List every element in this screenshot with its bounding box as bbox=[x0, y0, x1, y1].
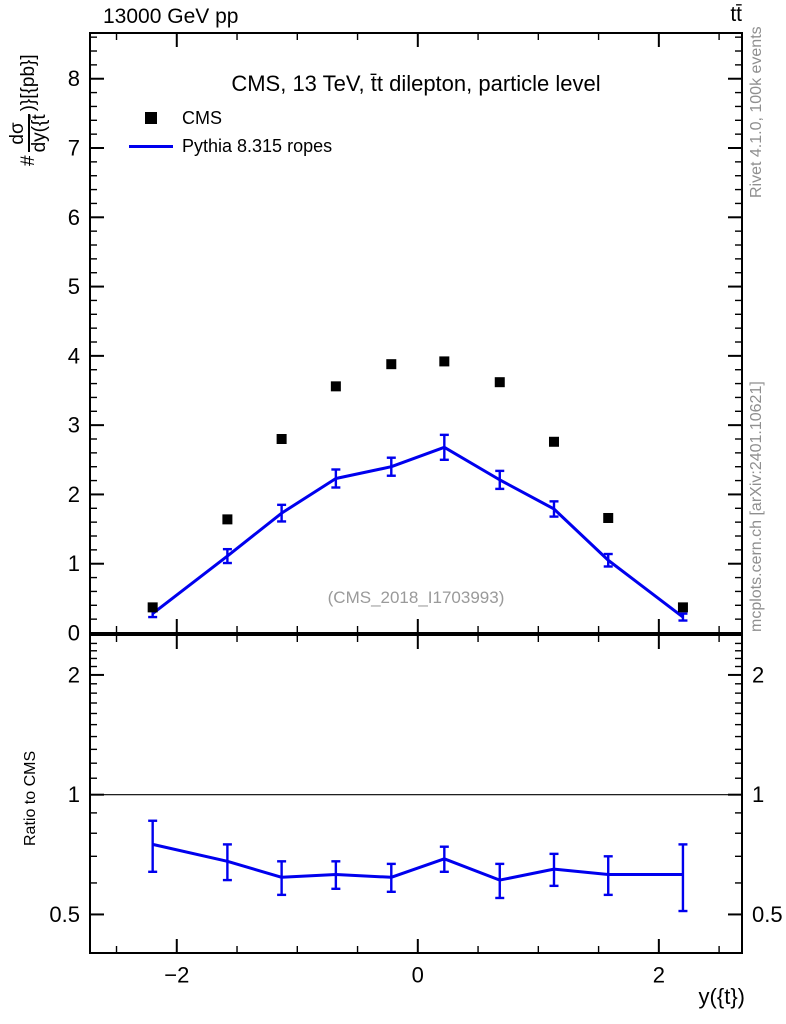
legend-label-cms: CMS bbox=[182, 107, 222, 128]
legend-swatch-cms bbox=[128, 112, 174, 124]
y-axis-fraction-denominator: dy({t̄ bbox=[27, 114, 50, 153]
cms-data-point bbox=[603, 512, 614, 523]
cms-data-point bbox=[494, 377, 505, 388]
legend: CMS Pythia 8.315 ropes bbox=[128, 108, 332, 156]
x-tick-label: 2 bbox=[653, 963, 665, 988]
ratio-tick-label-right: 2 bbox=[752, 662, 764, 687]
cms-data-point bbox=[439, 356, 450, 367]
pythia-curve bbox=[151, 445, 684, 619]
y-main-tick-label: 5 bbox=[68, 274, 80, 299]
x-axis-title: y({t}) bbox=[698, 984, 745, 1009]
cms-data-point bbox=[548, 436, 559, 447]
ratio-curve bbox=[152, 842, 683, 882]
y-axis-title-prefix: # bbox=[17, 155, 39, 166]
y-main-tick-label: 7 bbox=[68, 136, 80, 161]
x-tick-label: 0 bbox=[412, 963, 424, 988]
process-label: tt̄ bbox=[730, 3, 742, 26]
ratio-tick-label-right: 0.5 bbox=[752, 902, 783, 927]
analysis-watermark: (CMS_2018_I1703993) bbox=[327, 588, 505, 607]
pythia-line-marker-icon bbox=[129, 144, 173, 148]
legend-item-pythia: Pythia 8.315 ropes bbox=[128, 136, 332, 156]
beam-energy-label: 13000 GeV pp bbox=[103, 5, 239, 28]
y-main-tick-label: 2 bbox=[68, 482, 80, 507]
y-main-tick-label: 8 bbox=[68, 66, 80, 91]
y-axis-title-main: # dσ dy({t̄ )}[{pb}] bbox=[7, 54, 50, 166]
mcplots-arxiv-note: mcplots.cern.ch [arXiv:2401.10621] bbox=[748, 381, 765, 632]
y-main-tick-label: 1 bbox=[68, 551, 80, 576]
y-axis-title-ratio: Ratio to CMS bbox=[22, 750, 39, 846]
cms-data-point bbox=[276, 434, 287, 445]
cms-data-point bbox=[386, 359, 397, 370]
plot-title: CMS, 13 TeV, t̄t dilepton, particle leve… bbox=[231, 71, 601, 96]
y-main-tick-label: 4 bbox=[68, 343, 80, 368]
ratio-panel-frame bbox=[89, 634, 743, 954]
rivet-version-note: Rivet 4.1.0, 100k events bbox=[748, 26, 765, 198]
ratio-tick-label-left: 2 bbox=[68, 662, 80, 687]
legend-swatch-pythia bbox=[128, 144, 174, 148]
legend-label-pythia: Pythia 8.315 ropes bbox=[182, 135, 333, 156]
y-axis-fraction-numerator: dσ bbox=[7, 122, 28, 145]
ratio-tick-label-right: 1 bbox=[752, 782, 764, 807]
y-main-tick-label: 6 bbox=[68, 205, 80, 230]
y-main-tick-label: 0 bbox=[68, 621, 80, 646]
cms-data-point bbox=[677, 602, 688, 613]
ratio-tick-label-left: 0.5 bbox=[49, 902, 80, 927]
cms-data-point bbox=[147, 602, 158, 613]
cms-data-point bbox=[222, 514, 233, 525]
y-axis-title-fraction: dσ dy({t̄ bbox=[7, 114, 50, 153]
main-panel-frame bbox=[89, 32, 743, 634]
y-axis-title-suffix: )}[{pb}] bbox=[17, 54, 39, 112]
legend-item-cms: CMS bbox=[128, 108, 332, 128]
cms-square-marker-icon bbox=[145, 112, 157, 124]
ratio-tick-label-left: 1 bbox=[68, 782, 80, 807]
y-main-tick-label: 3 bbox=[68, 413, 80, 438]
x-tick-label: −2 bbox=[164, 963, 189, 988]
cms-data-point bbox=[330, 381, 341, 392]
